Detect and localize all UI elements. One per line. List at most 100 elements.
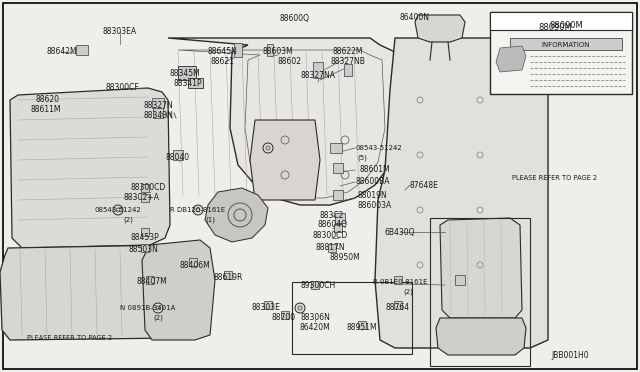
Polygon shape <box>142 240 215 340</box>
Bar <box>224 271 232 279</box>
Bar <box>430 218 530 366</box>
Polygon shape <box>0 245 190 340</box>
Text: 88303EA: 88303EA <box>103 28 137 36</box>
Bar <box>330 143 342 153</box>
Text: 88645N: 88645N <box>207 48 237 57</box>
Text: 88300CF: 88300CF <box>105 83 139 93</box>
Text: 88300CD: 88300CD <box>131 183 166 192</box>
Text: 883C2+A: 883C2+A <box>124 193 160 202</box>
Text: PLEASE REFER TO PAGE 2: PLEASE REFER TO PAGE 2 <box>28 335 113 341</box>
Text: 88620: 88620 <box>36 96 60 105</box>
Bar <box>394 301 402 309</box>
Text: 88601M: 88601M <box>360 166 390 174</box>
Polygon shape <box>168 38 398 205</box>
Bar <box>141 228 149 236</box>
Text: (2): (2) <box>403 289 413 295</box>
Text: 88603M: 88603M <box>262 48 293 57</box>
Text: 88345M: 88345M <box>170 68 200 77</box>
Bar <box>358 321 366 329</box>
Text: (2): (2) <box>153 315 163 321</box>
Text: 88019N: 88019N <box>358 190 388 199</box>
Bar <box>328 244 336 252</box>
Bar <box>510 38 622 50</box>
Text: 88604Q: 88604Q <box>317 221 347 230</box>
Polygon shape <box>10 88 170 248</box>
Text: R DB120-8161E: R DB120-8161E <box>170 207 226 213</box>
Polygon shape <box>375 38 548 348</box>
Bar <box>264 301 272 309</box>
Bar <box>189 258 197 266</box>
Text: 88453P: 88453P <box>131 234 159 243</box>
Text: INFORMATION: INFORMATION <box>541 42 590 48</box>
Polygon shape <box>205 188 268 242</box>
Bar <box>490 12 632 30</box>
Text: N 0891B-3401A: N 0891B-3401A <box>120 305 176 311</box>
Text: 88306N: 88306N <box>300 314 330 323</box>
Bar <box>333 190 343 200</box>
Text: R 0B1E0-8161E: R 0B1E0-8161E <box>372 279 428 285</box>
Text: 86420M: 86420M <box>300 324 330 333</box>
Text: 88090M: 88090M <box>538 23 572 32</box>
Bar <box>173 150 183 160</box>
Text: 88621: 88621 <box>210 58 234 67</box>
Text: 88950M: 88950M <box>330 253 360 263</box>
Text: 88611M: 88611M <box>31 106 61 115</box>
Bar <box>141 244 149 252</box>
Text: 08543-51242: 08543-51242 <box>95 207 141 213</box>
Text: 88327N: 88327N <box>143 100 173 109</box>
Text: 88300CD: 88300CD <box>312 231 348 240</box>
Polygon shape <box>440 218 522 318</box>
Polygon shape <box>496 46 526 72</box>
Text: 88764: 88764 <box>386 304 410 312</box>
Circle shape <box>295 303 305 313</box>
Text: 886003A: 886003A <box>358 201 392 209</box>
Bar <box>394 276 402 284</box>
Bar <box>141 194 149 202</box>
Text: (5): (5) <box>357 155 367 161</box>
Polygon shape <box>415 15 465 42</box>
Text: (1): (1) <box>205 217 215 223</box>
Text: 88343N: 88343N <box>143 110 173 119</box>
Bar <box>490 12 632 94</box>
Bar <box>152 98 164 108</box>
Bar <box>234 43 242 57</box>
Text: (2): (2) <box>123 217 133 223</box>
Bar <box>335 213 345 223</box>
Bar <box>178 66 192 78</box>
Text: 88327NB: 88327NB <box>331 58 365 67</box>
Circle shape <box>113 205 123 215</box>
Text: 6B430Q: 6B430Q <box>385 228 415 237</box>
Bar <box>188 78 203 88</box>
Text: 88407M: 88407M <box>136 278 168 286</box>
Text: 88090M: 88090M <box>549 20 583 29</box>
Bar <box>313 62 323 78</box>
Text: 88642M: 88642M <box>47 48 77 57</box>
Circle shape <box>263 143 273 153</box>
Bar <box>292 282 412 354</box>
Bar <box>267 44 273 56</box>
Bar <box>281 311 289 319</box>
Text: 88341P: 88341P <box>173 80 202 89</box>
Polygon shape <box>250 120 320 200</box>
Circle shape <box>153 303 163 313</box>
Text: PLEASE REFER TO PAGE 2: PLEASE REFER TO PAGE 2 <box>513 175 598 181</box>
Bar <box>311 281 319 289</box>
Text: 88303E: 88303E <box>252 304 280 312</box>
Bar <box>178 66 196 80</box>
Text: 88622M: 88622M <box>333 48 364 57</box>
Bar <box>153 108 163 118</box>
Bar <box>333 163 343 173</box>
Bar <box>141 184 149 192</box>
Text: 88406M: 88406M <box>180 260 211 269</box>
Text: 883C2: 883C2 <box>320 211 344 219</box>
Text: 88503N: 88503N <box>128 246 158 254</box>
Text: 86400N: 86400N <box>400 13 430 22</box>
Text: 88619R: 88619R <box>213 273 243 282</box>
Polygon shape <box>436 318 526 355</box>
Text: 88600Q: 88600Q <box>280 13 310 22</box>
Bar <box>146 276 154 284</box>
Text: 88951M: 88951M <box>347 324 378 333</box>
Bar <box>344 64 352 76</box>
Text: 89300CH: 89300CH <box>300 280 335 289</box>
Text: 88602: 88602 <box>278 58 302 67</box>
